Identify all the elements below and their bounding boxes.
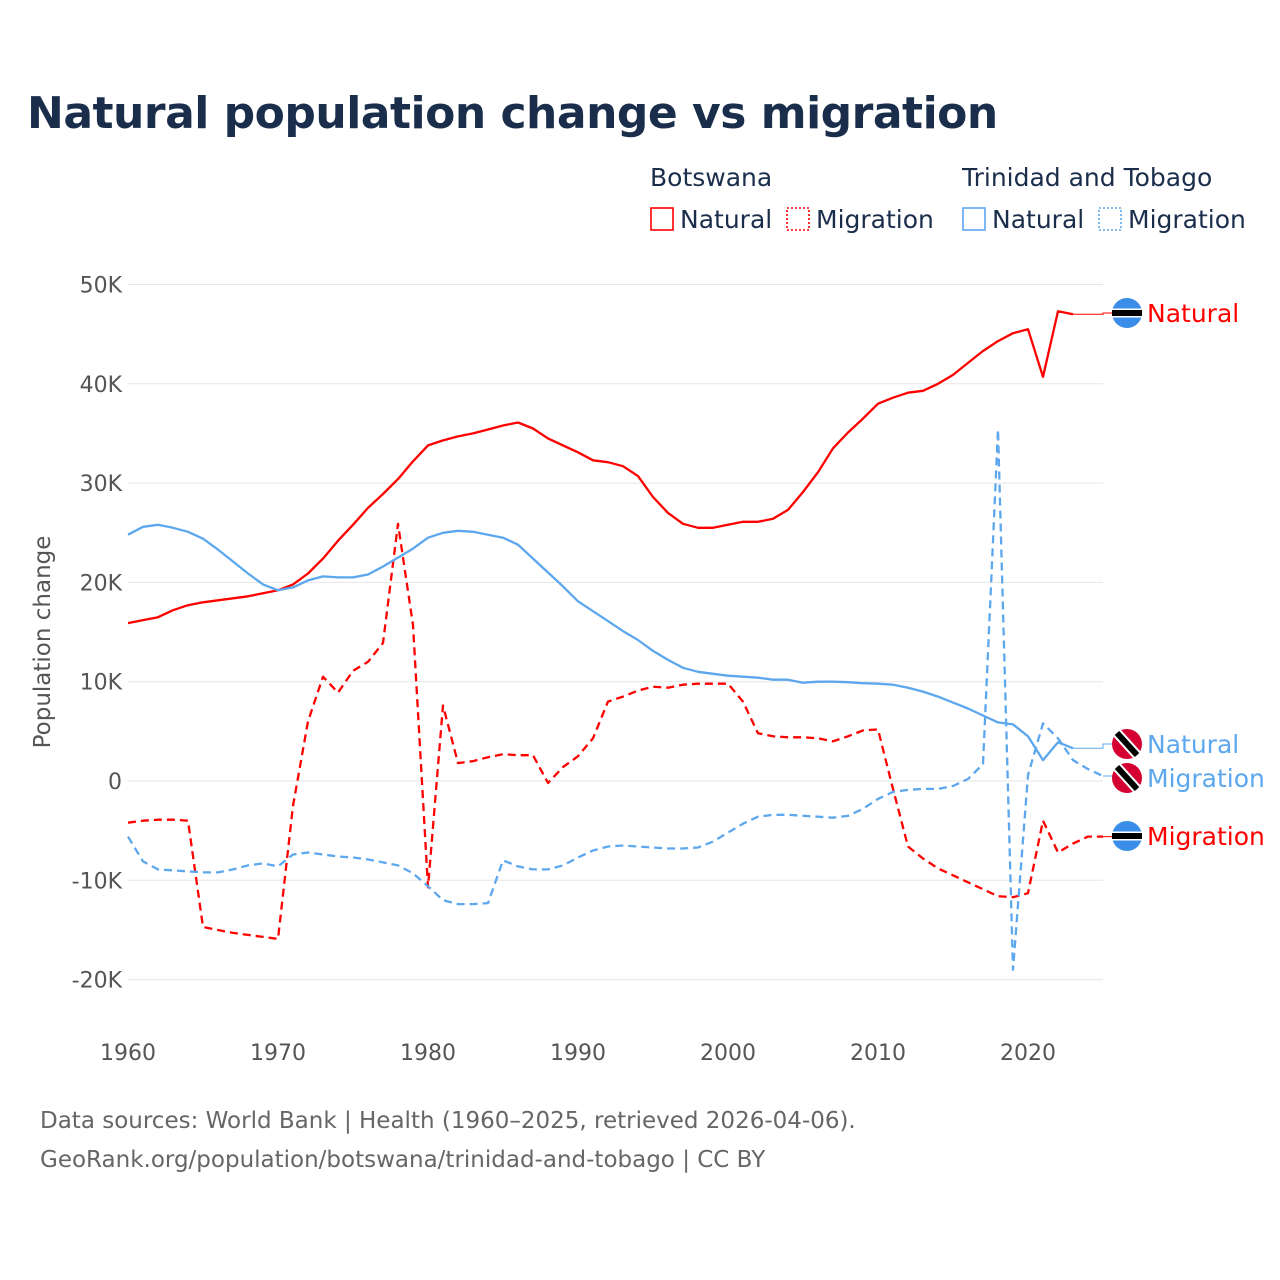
- x-tick-label: 1990: [550, 1041, 606, 1066]
- y-tick-label: 0: [108, 770, 122, 795]
- trinidad-flag-icon: [1112, 763, 1142, 793]
- flag-stripe-black: [1112, 310, 1142, 316]
- y-tick-label: 30K: [80, 472, 123, 497]
- end-label: Natural: [1147, 299, 1239, 328]
- x-tick-label: 1970: [250, 1041, 306, 1066]
- legend-swatch-migration: [1098, 207, 1122, 231]
- x-tick-label: 1960: [100, 1041, 156, 1066]
- end-label: Migration: [1147, 764, 1265, 793]
- legend-swatch-natural: [962, 207, 986, 231]
- botswana-flag-icon: [1112, 821, 1142, 851]
- flag-stripe-black: [1114, 730, 1140, 758]
- legend-group-title: Botswana: [650, 163, 772, 192]
- y-tick-label: -20K: [72, 969, 123, 994]
- footer-link[interactable]: GeoRank.org/population/botswana/trinidad…: [40, 1147, 766, 1173]
- x-tick-label: 1980: [400, 1041, 456, 1066]
- flag-stripe-black: [1112, 833, 1142, 839]
- label-connector: [1073, 312, 1112, 315]
- end-label: Natural: [1147, 730, 1239, 759]
- series-line-trinidad-and-tobago-natural: [127, 523, 1074, 762]
- y-tick-label: -10K: [72, 869, 123, 894]
- x-tick-label: 2020: [1000, 1041, 1056, 1066]
- chart-title: Natural population change vs migration: [27, 88, 998, 139]
- legend-swatch-natural: [650, 207, 674, 231]
- y-tick-label: 50K: [80, 274, 123, 299]
- y-tick-label: 40K: [80, 373, 123, 398]
- end-label: Migration: [1147, 822, 1265, 851]
- botswana-flag-icon: [1112, 298, 1142, 328]
- series-line-trinidad-and-tobago-migration: [127, 428, 1104, 971]
- flag-stripe-black: [1114, 764, 1140, 792]
- x-tick-label: 2010: [850, 1041, 906, 1066]
- series-line-botswana-migration: [127, 522, 1103, 941]
- y-axis-label: Population change: [30, 536, 56, 749]
- legend-item-label: Migration: [1128, 205, 1246, 234]
- x-tick-label: 2000: [700, 1041, 756, 1066]
- legend-item-label: Migration: [816, 205, 934, 234]
- legend-group-title: Trinidad and Tobago: [961, 163, 1212, 192]
- trinidad-flag-icon: [1112, 729, 1142, 759]
- series-line-botswana-natural: [127, 310, 1074, 625]
- label-connector: [1073, 743, 1112, 749]
- footer-sources: Data sources: World Bank | Health (1960–…: [40, 1108, 856, 1134]
- legend-swatch-migration: [786, 207, 810, 231]
- y-tick-label: 10K: [80, 671, 123, 696]
- legend-item-label: Natural: [992, 205, 1084, 234]
- legend-item-label: Natural: [680, 205, 772, 234]
- y-tick-label: 20K: [80, 571, 123, 596]
